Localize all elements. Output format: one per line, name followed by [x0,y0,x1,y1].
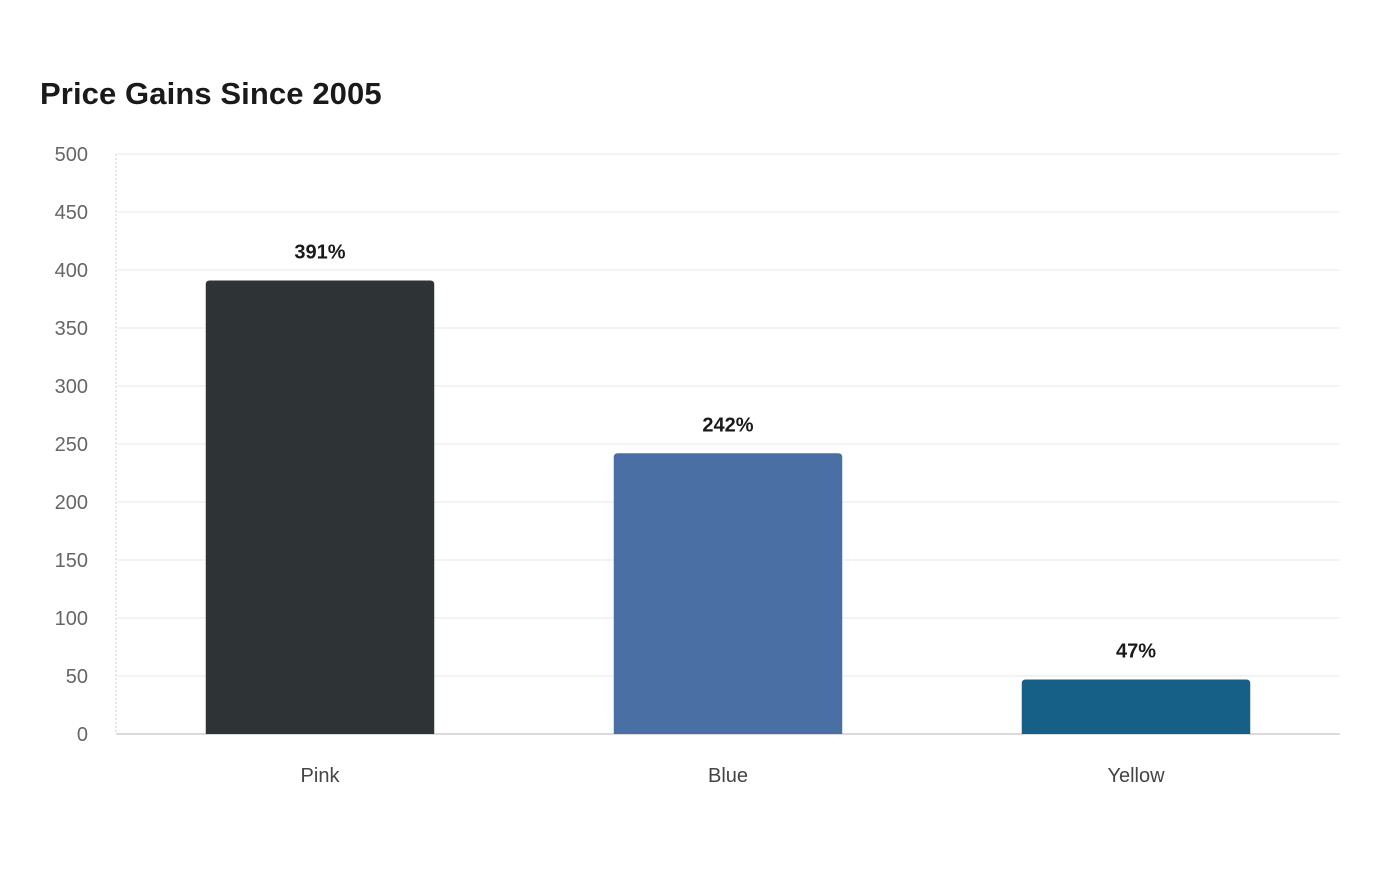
y-tick-label: 400 [55,260,88,282]
data-label-yellow: 47% [1116,640,1156,662]
data-label-blue: 242% [702,414,753,436]
y-tick-labels: 0 50 100 150 200 250 300 350 400 450 500 [55,144,88,746]
y-tick-label: 450 [55,202,88,224]
chart-title: Price Gains Since 2005 [40,76,382,111]
category-label-yellow: Yellow [1107,765,1165,787]
category-label-pink: Pink [301,765,341,787]
y-tick-label: 200 [55,492,88,514]
category-label-blue: Blue [708,765,748,787]
bar-blue [613,453,843,734]
y-tick-label: 350 [55,318,88,340]
y-tick-label: 250 [55,434,88,456]
y-tick-label: 100 [55,608,88,630]
bar-pink [205,280,435,734]
category-labels: Pink Blue Yellow [301,765,1166,787]
y-tick-label: 500 [55,144,88,166]
y-tick-label: 150 [55,550,88,572]
data-label-pink: 391% [294,241,345,263]
bar-yellow [1021,679,1251,734]
y-tick-label: 0 [77,724,88,746]
y-tick-label: 300 [55,376,88,398]
bars [205,280,1251,734]
data-labels: 391% 242% 47% [294,241,1156,662]
y-tick-label: 50 [66,666,88,688]
